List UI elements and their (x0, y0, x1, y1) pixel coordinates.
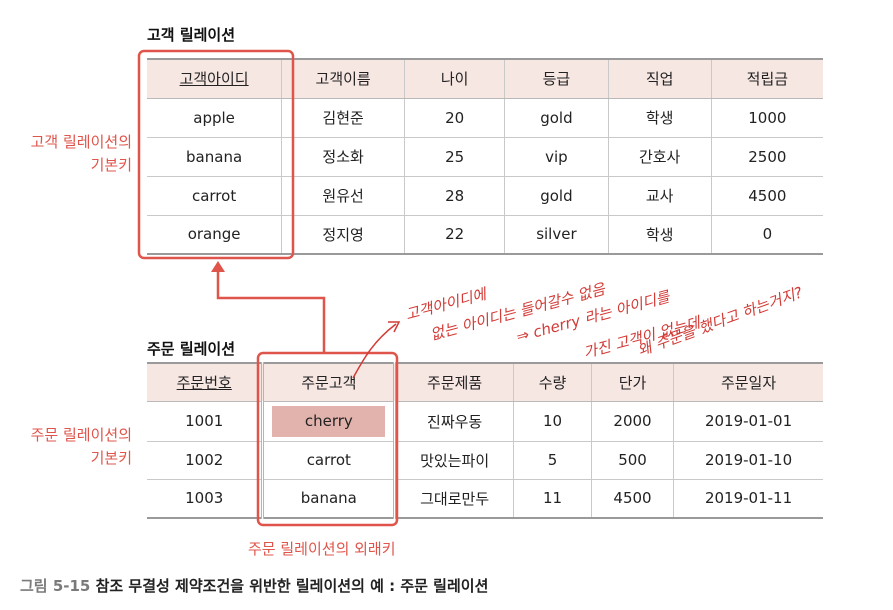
customer-header-cell: 직업 (607, 58, 712, 99)
table-cell: 2019-01-01 (673, 401, 823, 442)
reference-arrow-line (216, 268, 326, 353)
customer-table: 고객아이디 고객이름 나이 등급 직업 적립금 apple 김현준 20 gol… (147, 58, 823, 255)
table-cell: 2000 (590, 401, 674, 442)
customer-relation-title: 고객 릴레이션 (147, 26, 236, 44)
table-cell: 5 (513, 441, 592, 480)
table-cell: 원유선 (281, 176, 405, 216)
reference-arrow-head (211, 261, 225, 272)
table-cell: apple (147, 98, 282, 138)
table-cell: 그대로만두 (394, 479, 514, 519)
figure-caption: 그림 5-15 참조 무결성 제약조건을 위반한 릴레이션의 예 : 주문 릴레… (20, 575, 488, 596)
table-cell: gold (504, 98, 609, 138)
order-pk-label-line: 주문 릴레이션의 (30, 426, 132, 444)
table-cell: 2500 (710, 137, 823, 177)
order-id-header: 주문번호 (176, 373, 232, 392)
table-row: carrot 원유선 28 gold 교사 4500 (147, 176, 823, 216)
table-cell: 4500 (710, 176, 823, 216)
table-cell: gold (504, 176, 609, 216)
order-pk-label-line: 기본키 (90, 449, 132, 467)
table-row: 1001 cherry 진짜우동 10 2000 2019-01-01 (147, 401, 823, 442)
table-cell: banana (262, 479, 397, 519)
note-pointer-line (352, 323, 397, 379)
order-relation-title: 주문 릴레이션 (147, 340, 236, 358)
table-cell: 학생 (607, 215, 712, 255)
table-row: apple 김현준 20 gold 학생 1000 (147, 98, 823, 138)
table-cell: 1000 (710, 98, 823, 138)
customer-header-cell: 고객이름 (281, 58, 405, 99)
order-pk-label: 주문 릴레이션의 기본키 (0, 424, 132, 470)
customer-pk-label: 고객 릴레이션의 기본키 (0, 131, 132, 177)
order-header-cell: 주문일자 (673, 362, 823, 402)
table-cell: 11 (513, 479, 592, 519)
customer-pk-label-line: 고객 릴레이션의 (30, 133, 132, 151)
table-cell: 학생 (607, 98, 712, 138)
table-cell: 맛있는파이 (394, 441, 514, 480)
table-cell: 1001 (147, 401, 265, 442)
highlighted-value: cherry (272, 405, 386, 437)
table-cell: 1003 (147, 479, 265, 519)
customer-pk-label-line: 기본키 (90, 156, 132, 174)
table-cell: orange (147, 215, 282, 255)
table-cell: carrot (262, 441, 397, 480)
figure-caption-text: 참조 무결성 제약조건을 위반한 릴레이션의 예 : 주문 릴레이션 (95, 577, 489, 595)
customer-header-cell: 나이 (404, 58, 505, 99)
table-cell: silver (504, 215, 609, 255)
table-cell: 2019-01-11 (673, 479, 823, 519)
figure-number: 그림 5-15 (20, 577, 91, 595)
customer-header-cell: 고객아이디 (147, 58, 282, 99)
order-header-cell: 주문번호 (147, 362, 265, 402)
table-cell: 김현준 (281, 98, 405, 138)
table-cell: 28 (404, 176, 505, 216)
table-cell: carrot (147, 176, 282, 216)
customer-header-cell: 적립금 (710, 58, 823, 99)
order-header-cell: 주문제품 (394, 362, 514, 402)
table-cell: 진짜우동 (394, 401, 514, 442)
table-cell: 간호사 (607, 137, 712, 177)
table-cell: 0 (710, 215, 823, 255)
violating-fk-cell: cherry (262, 401, 397, 442)
table-cell: 500 (590, 441, 674, 480)
table-cell: 4500 (590, 479, 674, 519)
table-row: banana 정소화 25 vip 간호사 2500 (147, 137, 823, 177)
table-cell: 25 (404, 137, 505, 177)
order-fk-highlight-box (256, 351, 399, 527)
table-cell: 교사 (607, 176, 712, 216)
table-cell: 1002 (147, 441, 265, 480)
table-row: 1003 banana 그대로만두 11 4500 2019-01-11 (147, 479, 823, 519)
table-cell: 20 (404, 98, 505, 138)
table-cell: 10 (513, 401, 592, 442)
table-cell: 정소화 (281, 137, 405, 177)
customer-id-header: 고객아이디 (179, 70, 249, 89)
table-cell: banana (147, 137, 282, 177)
note-pointer-head (388, 321, 401, 333)
order-fk-label: 주문 릴레이션의 외래키 (248, 540, 396, 558)
order-header-row: 주문번호 주문고객 주문제품 수량 단가 주문일자 (147, 362, 823, 402)
order-table: 주문번호 주문고객 주문제품 수량 단가 주문일자 1001 cherry 진짜… (147, 362, 823, 519)
table-row: 1002 carrot 맛있는파이 5 500 2019-01-10 (147, 441, 823, 480)
table-cell: vip (504, 137, 609, 177)
customer-pk-highlight-box (137, 49, 295, 260)
customer-header-cell: 등급 (504, 58, 609, 99)
order-header-cell: 단가 (590, 362, 674, 402)
table-cell: 2019-01-10 (673, 441, 823, 480)
table-cell: 정지영 (281, 215, 405, 255)
table-cell: 22 (404, 215, 505, 255)
order-header-cell: 주문고객 (262, 362, 397, 402)
order-header-cell: 수량 (513, 362, 592, 402)
customer-header-row: 고객아이디 고객이름 나이 등급 직업 적립금 (147, 58, 823, 99)
table-row: orange 정지영 22 silver 학생 0 (147, 215, 823, 255)
